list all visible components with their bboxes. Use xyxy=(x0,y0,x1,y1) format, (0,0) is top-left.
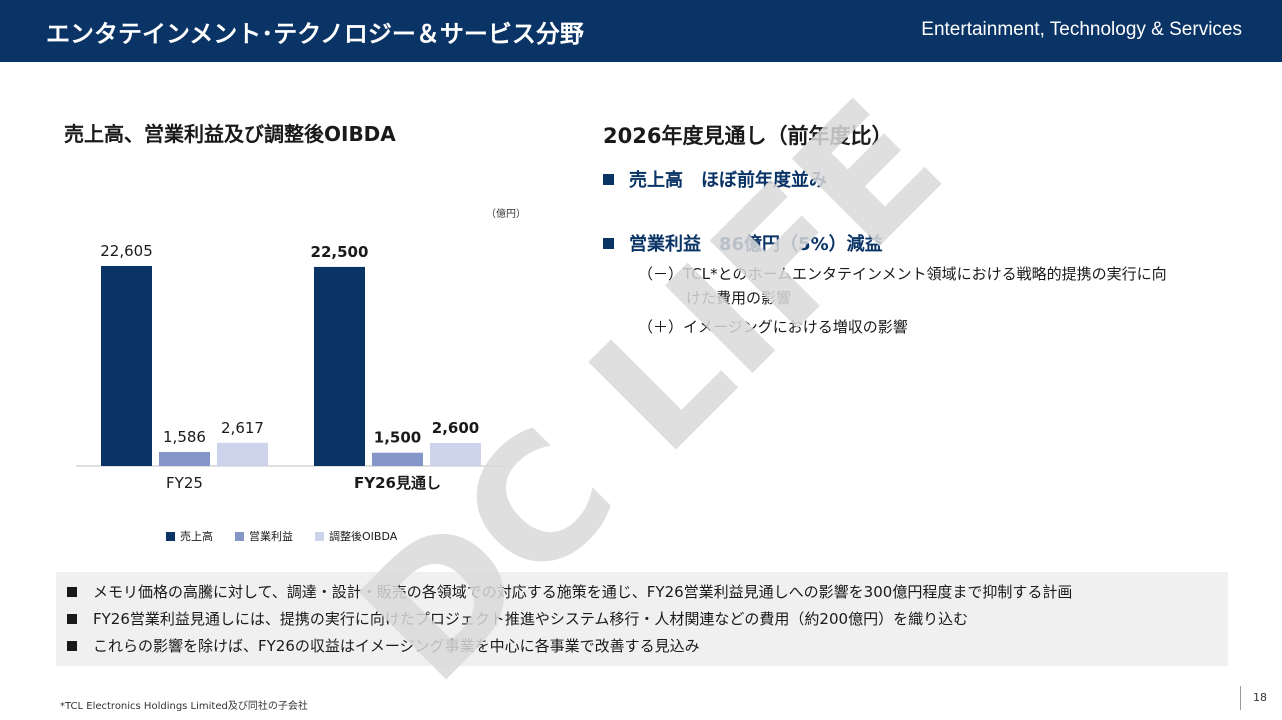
forecast-sub-negative-line2: けた費用の影響 xyxy=(686,289,792,307)
page-subtitle: Entertainment, Technology & Services xyxy=(921,19,1242,40)
legend-label-operating-income: 営業利益 xyxy=(249,530,293,543)
bar-adjusted-oibda-0 xyxy=(217,442,268,466)
data-label-sales-1: 22,500 xyxy=(311,243,369,261)
note-item: これらの影響を除けば、FY26の収益はイメージング事業を中心に各事業で改善する見… xyxy=(56,632,1228,659)
bar-sales-0 xyxy=(101,266,152,466)
header-bar: エンタテインメント･テクノロジー＆サービス分野 Entertainment, T… xyxy=(0,0,1282,62)
legend-item-sales: 売上高 xyxy=(166,528,213,544)
forecast-sub-positive: （＋）イメージングにおける増収の影響 xyxy=(638,318,908,336)
bar-operating-income-1 xyxy=(372,452,423,466)
forecast-sub-negative-line1: （－）TCL*とのホームエンタテインメント領域における戦略的提携の実行に向 xyxy=(638,265,1167,283)
notes-box: メモリ価格の高騰に対して、調達・設計・販売の各領域での対応する施策を通じ、FY2… xyxy=(56,572,1228,666)
bullet-square-icon xyxy=(603,237,614,249)
page-number: 18 xyxy=(1253,691,1267,704)
note-text: FY26営業利益見通しには、提携の実行に向けたプロジェクト推進やシステム移行・人… xyxy=(93,610,969,628)
bar-sales-1 xyxy=(314,266,365,466)
data-label-adjusted-oibda-0: 2,617 xyxy=(221,419,264,437)
footnote: *TCL Electronics Holdings Limited及び同社の子会… xyxy=(60,701,308,712)
forecast-point-operating-income-text: 営業利益 86億円（5%）減益 xyxy=(629,234,883,255)
bar-operating-income-0 xyxy=(159,451,210,466)
legend-swatch-operating-income xyxy=(235,531,244,541)
data-label-operating-income-1: 1,500 xyxy=(374,429,421,447)
bullet-square-icon xyxy=(603,173,614,185)
legend-item-adjusted-oibda: 調整後OIBDA xyxy=(315,528,397,544)
legend-label-sales: 売上高 xyxy=(180,530,213,543)
forecast-point-sales-text: 売上高 ほぼ前年度並み xyxy=(629,170,827,191)
data-label-adjusted-oibda-1: 2,600 xyxy=(432,419,479,437)
category-label-0: FY25 xyxy=(166,474,203,492)
page-number-divider xyxy=(1240,686,1241,710)
data-label-operating-income-0: 1,586 xyxy=(163,428,206,446)
chart-title: 売上高、営業利益及び調整後OIBDA xyxy=(64,122,396,146)
note-bullet-icon xyxy=(67,640,77,651)
page-title: エンタテインメント･テクノロジー＆サービス分野 xyxy=(46,20,584,48)
note-text: これらの影響を除けば、FY26の収益はイメージング事業を中心に各事業で改善する見… xyxy=(93,637,700,655)
legend-swatch-sales xyxy=(166,531,175,541)
unit-label: （億円） xyxy=(486,209,526,220)
legend-item-operating-income: 営業利益 xyxy=(235,528,293,544)
data-label-sales-0: 22,605 xyxy=(100,242,153,260)
note-bullet-icon xyxy=(67,613,77,624)
note-text: メモリ価格の高騰に対して、調達・設計・販売の各領域での対応する施策を通じ、FY2… xyxy=(93,583,1073,601)
legend-label-adjusted-oibda: 調整後OIBDA xyxy=(329,530,398,543)
note-item: FY26営業利益見通しには、提携の実行に向けたプロジェクト推進やシステム移行・人… xyxy=(56,605,1228,632)
bar-adjusted-oibda-1 xyxy=(430,442,481,466)
note-bullet-icon xyxy=(67,586,77,597)
forecast-title: 2026年度見通し（前年度比） xyxy=(603,124,893,148)
forecast-point-operating-income: 営業利益 86億円（5%）減益 xyxy=(603,230,883,256)
chart-legend: 売上高 営業利益 調整後OIBDA xyxy=(166,528,397,544)
forecast-point-sales: 売上高 ほぼ前年度並み xyxy=(603,166,827,192)
note-item: メモリ価格の高騰に対して、調達・設計・販売の各領域での対応する施策を通じ、FY2… xyxy=(56,578,1228,605)
category-label-1: FY26見通し xyxy=(354,474,441,492)
legend-swatch-adjusted-oibda xyxy=(315,531,324,541)
